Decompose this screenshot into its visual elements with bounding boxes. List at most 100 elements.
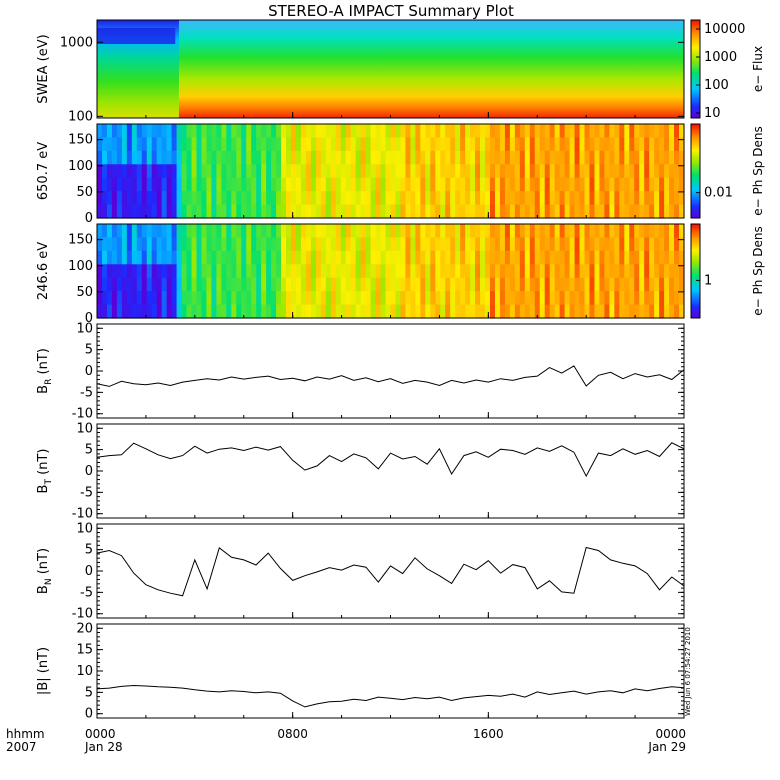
- spectrogram-cell: [276, 250, 282, 265]
- spectrogram-cell: [475, 277, 481, 292]
- spectrogram-cell: [271, 164, 277, 179]
- spectrogram-cell: [539, 224, 546, 239]
- spectrogram-cell: [281, 150, 287, 165]
- colorbar: [691, 20, 700, 118]
- spectrogram-cell: [504, 237, 511, 252]
- spectrogram-cell: [281, 237, 287, 252]
- spectrogram-cell: [524, 124, 531, 139]
- spectrogram-cell: [559, 304, 566, 319]
- spectrogram-cell: [480, 137, 486, 152]
- spectrogram-cell: [599, 124, 605, 139]
- spectrogram-cell: [504, 250, 511, 265]
- spectrogram-cell: [589, 164, 596, 179]
- panel-frame: [96, 423, 685, 519]
- spectrogram-cell: [659, 304, 665, 319]
- spectrogram-cell: [649, 304, 655, 319]
- spectrogram-cell: [489, 150, 496, 165]
- spectrogram-cell: [440, 250, 446, 265]
- spectrogram-cell: [559, 124, 566, 139]
- spectrogram-cell: [659, 237, 665, 252]
- spectrogram-cell: [201, 291, 208, 306]
- spectrogram-cell: [221, 204, 227, 219]
- spectrogram-cell: [256, 291, 262, 306]
- spectrogram-cell: [146, 204, 153, 219]
- spectrogram-cell: [430, 224, 436, 239]
- spectrogram-cell: [604, 204, 610, 219]
- spectrogram-cell: [604, 250, 610, 265]
- spectrogram-cell: [460, 250, 466, 265]
- spectrogram-cell: [276, 304, 282, 319]
- spectrogram-cell: [191, 237, 198, 252]
- spectrogram-cell: [649, 250, 655, 265]
- spectrogram-cell: [619, 191, 625, 206]
- spectrogram-cell: [166, 277, 173, 292]
- spectrogram-cell: [231, 164, 237, 179]
- spectrogram-cell: [355, 264, 362, 279]
- spectrogram-cell: [569, 191, 576, 206]
- spectrogram-cell: [619, 177, 625, 192]
- spectrogram-cell: [176, 250, 183, 265]
- spectrogram-cell: [400, 304, 407, 319]
- spectrogram-cell: [504, 204, 511, 219]
- spectrogram-cell: [286, 137, 292, 152]
- spectrogram-cell: [549, 237, 556, 252]
- spectrogram-cell: [425, 304, 431, 319]
- spectrogram-cell: [470, 177, 476, 192]
- spectrogram-cell: [186, 191, 193, 206]
- spectrogram-cell: [380, 250, 387, 265]
- spectrogram-cell: [679, 191, 685, 206]
- spectrogram-cell: [499, 224, 506, 239]
- spectrogram-cell: [664, 237, 670, 252]
- spectrogram-cell: [136, 264, 143, 279]
- spectrogram-cell: [131, 191, 138, 206]
- spectrogram-cell: [310, 164, 317, 179]
- spectrogram-cell: [539, 264, 546, 279]
- spectrogram-cell: [554, 237, 561, 252]
- spectrogram-cell: [579, 164, 586, 179]
- spectrogram-cell: [305, 150, 312, 165]
- spectrogram-cell: [365, 204, 372, 219]
- spectrogram-cell: [390, 264, 397, 279]
- spectrogram-cell: [151, 164, 158, 179]
- spectrogram-cell: [315, 224, 322, 239]
- spectrogram-cell: [519, 250, 526, 265]
- spectrogram-cell: [435, 164, 441, 179]
- spectrogram-cell: [171, 177, 178, 192]
- spectrogram-cell: [654, 204, 660, 219]
- spectrogram-cell: [624, 124, 630, 139]
- spectrogram-cell: [131, 304, 138, 319]
- spectrogram-cell: [161, 264, 168, 279]
- spectrogram-cell: [534, 277, 541, 292]
- spectrogram-cell: [519, 177, 526, 192]
- spectrogram-cell: [450, 177, 456, 192]
- spectrogram-cell: [674, 304, 680, 319]
- spectrogram-cell: [579, 137, 586, 152]
- spectrogram-cell: [514, 304, 521, 319]
- spectrogram-cell: [485, 264, 491, 279]
- spectrogram-cell: [196, 264, 203, 279]
- spectrogram-cell: [614, 164, 620, 179]
- spectrogram-cell: [549, 250, 556, 265]
- spectrogram-cell: [415, 277, 421, 292]
- spectrogram-cell: [335, 250, 342, 265]
- spectrogram-cell: [589, 264, 596, 279]
- spectrogram-cell: [544, 137, 551, 152]
- spectrogram-cell: [310, 277, 317, 292]
- spectrogram-cell: [614, 191, 620, 206]
- spectrogram-cell: [604, 177, 610, 192]
- y-axis-label: BT (nT): [36, 449, 54, 494]
- spectrogram-cell: [305, 137, 312, 152]
- spectrogram-cell: [325, 150, 332, 165]
- spectrogram-cell: [291, 304, 297, 319]
- spectrogram-cell: [221, 304, 227, 319]
- spectrogram-cell: [375, 250, 382, 265]
- spectrogram-cell: [226, 304, 232, 319]
- spectrogram-cell: [395, 237, 402, 252]
- spectrogram-cell: [276, 224, 282, 239]
- spectrogram-cell: [634, 191, 640, 206]
- spectrogram-cell: [524, 237, 531, 252]
- spectrogram-cell: [475, 150, 481, 165]
- spectrogram-cell: [196, 224, 203, 239]
- spectrogram-cell: [136, 164, 143, 179]
- spectrogram-cell: [101, 137, 108, 152]
